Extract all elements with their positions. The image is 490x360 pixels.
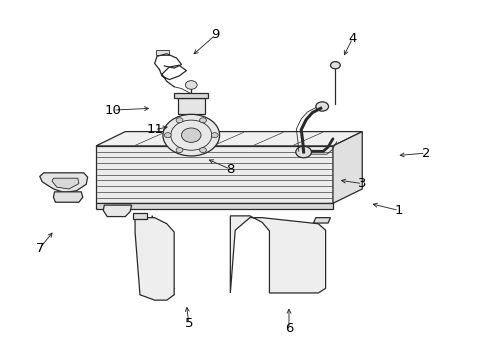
Polygon shape xyxy=(133,213,147,220)
Polygon shape xyxy=(96,146,333,203)
Text: 6: 6 xyxy=(285,322,293,335)
Polygon shape xyxy=(96,132,362,146)
Text: 1: 1 xyxy=(394,204,403,217)
Circle shape xyxy=(211,133,218,138)
Text: 3: 3 xyxy=(358,177,367,190)
Text: 5: 5 xyxy=(185,317,193,330)
Circle shape xyxy=(185,81,197,89)
Circle shape xyxy=(316,102,329,111)
Polygon shape xyxy=(333,132,362,203)
Text: 4: 4 xyxy=(348,32,357,45)
Polygon shape xyxy=(174,93,208,98)
Text: 11: 11 xyxy=(146,123,163,136)
Polygon shape xyxy=(178,98,205,114)
Circle shape xyxy=(164,133,171,138)
Polygon shape xyxy=(318,104,327,108)
Polygon shape xyxy=(156,50,169,55)
Circle shape xyxy=(199,148,206,153)
Text: 2: 2 xyxy=(421,147,430,159)
Polygon shape xyxy=(52,178,79,189)
Circle shape xyxy=(331,62,340,69)
Polygon shape xyxy=(96,203,333,209)
Text: 10: 10 xyxy=(105,104,122,117)
Polygon shape xyxy=(135,218,174,300)
Polygon shape xyxy=(103,205,132,217)
Circle shape xyxy=(199,118,206,123)
Circle shape xyxy=(296,146,312,158)
Polygon shape xyxy=(230,216,326,293)
Circle shape xyxy=(176,148,183,153)
Text: 7: 7 xyxy=(36,242,44,255)
Circle shape xyxy=(176,118,183,123)
Polygon shape xyxy=(314,218,331,223)
Circle shape xyxy=(181,128,201,142)
Polygon shape xyxy=(53,192,83,202)
Text: 9: 9 xyxy=(212,28,220,41)
Polygon shape xyxy=(40,173,88,193)
Circle shape xyxy=(163,114,220,156)
Text: 8: 8 xyxy=(226,163,235,176)
